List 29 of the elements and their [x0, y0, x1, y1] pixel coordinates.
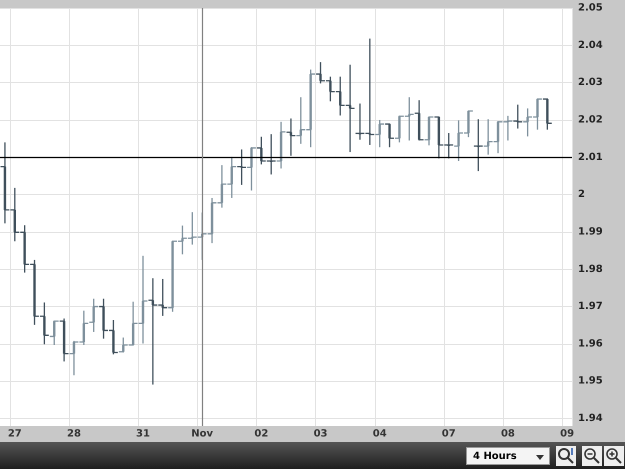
y-tick-label: 1.99: [578, 226, 603, 238]
y-tick-label: 1.97: [578, 301, 603, 312]
candlestick: [512, 104, 523, 130]
x-tick-label: 31: [136, 428, 150, 440]
x-tick-label: 04: [372, 428, 387, 440]
y-tick-label: 2.04: [578, 40, 603, 51]
x-tick-label: 27: [8, 428, 22, 440]
x-tick-label: Nov: [191, 428, 214, 440]
candlestick: [286, 118, 296, 156]
x-tick-label: 07: [442, 428, 456, 440]
x-tick-label: 08: [500, 428, 515, 440]
x-tick-label: 02: [254, 428, 268, 440]
y-tick-label: 1.96: [578, 338, 603, 350]
x-tick-label: 03: [314, 428, 328, 440]
candlestick: [374, 119, 385, 148]
y-tick-label: 2.05: [578, 2, 603, 14]
candlestick: [384, 123, 395, 148]
y-tick-label: 1.95: [578, 376, 603, 387]
y-tick-label: 1.94: [578, 413, 603, 424]
y-tick-label: 1.98: [578, 264, 603, 275]
candlestick: [49, 320, 60, 346]
y-tick-label: 2.02: [578, 114, 603, 126]
x-tick-label: 09: [560, 428, 574, 440]
x-tick-label: 28: [67, 428, 81, 440]
y-tick-label: 2: [578, 189, 585, 200]
dropdown: 4 Hours: [466, 447, 550, 465]
y-tick-label: 2.03: [578, 77, 603, 88]
candlestick: [236, 148, 247, 186]
y-tick-label: 2.01: [578, 152, 603, 163]
